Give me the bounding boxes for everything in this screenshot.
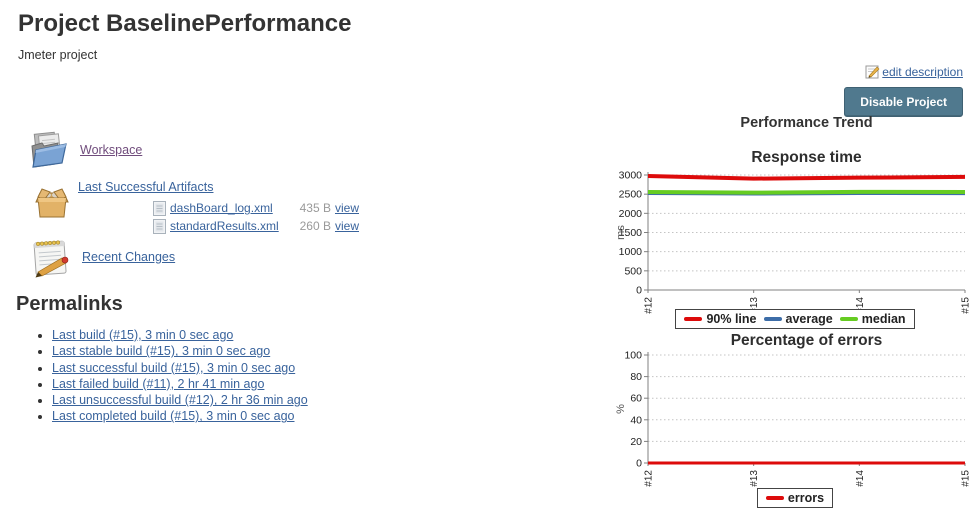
permalink-last-build[interactable]: Last build (#15), 3 min 0 sec ago: [52, 328, 234, 342]
legend-item-median: median: [839, 312, 906, 326]
workspace-folder-icon[interactable]: [28, 130, 72, 170]
recent-changes-notepad-icon[interactable]: [28, 236, 74, 278]
artifacts-block: Last Successful Artifacts dashBoard_log.…: [28, 178, 359, 235]
svg-text:500: 500: [624, 265, 642, 277]
artifact-row: dashBoard_log.xml 435 B view: [153, 199, 359, 217]
response-time-legend: 90% line average median: [615, 309, 975, 329]
file-icon: [153, 218, 166, 234]
legend-label: average: [785, 312, 833, 326]
artifact-file-size: 435 B: [299, 201, 331, 215]
legend-box: 90% line average median: [675, 309, 915, 329]
artifacts-box-icon[interactable]: [30, 185, 74, 219]
permalink-last-failed-build[interactable]: Last failed build (#11), 2 hr 41 min ago: [52, 376, 265, 391]
svg-text:#12: #12: [644, 297, 655, 314]
permalink-last-stable-build[interactable]: Last stable build (#15), 3 min 0 sec ago: [52, 344, 271, 359]
error-percentage-title: Percentage of errors: [730, 332, 883, 349]
svg-text:2500: 2500: [619, 189, 643, 201]
legend-item-90-line: 90% line: [684, 312, 757, 326]
svg-text:ms: ms: [615, 225, 627, 240]
svg-text:0: 0: [636, 285, 642, 297]
artifact-file-link[interactable]: dashBoard_log.xml: [170, 201, 273, 215]
response-time-chart[interactable]: Response time 0 500 1000 1500 2000 2500 3000 #1…: [615, 149, 975, 329]
permalink-last-completed-build[interactable]: Last completed build (#15), 3 min 0 sec …: [52, 409, 295, 424]
error-percentage-chart[interactable]: Percentage of errors 0 20 40 60 80 100 #12 #13 #…: [615, 332, 975, 508]
recent-changes-link[interactable]: Recent Changes: [82, 250, 176, 264]
page-title: Project BaselinePerformance: [18, 10, 352, 37]
edit-pencil-icon[interactable]: [865, 64, 880, 79]
workspace-link[interactable]: Workspace: [80, 143, 143, 157]
legend-dash-icon: [765, 496, 784, 500]
artifact-view-link[interactable]: view: [334, 219, 359, 233]
svg-text:#15: #15: [961, 470, 972, 487]
error-percentage-legend: errors: [615, 488, 975, 508]
permalink-item: Last successful build (#15), 3 min 0 sec…: [52, 360, 308, 376]
edit-description: edit description: [865, 64, 963, 79]
legend-label: 90% line: [706, 312, 757, 326]
permalink-item: Last failed build (#11), 2 hr 41 min ago: [52, 376, 308, 392]
legend-label: median: [861, 312, 906, 326]
svg-text:20: 20: [630, 436, 642, 448]
permalink-item: Last build (#15), 3 min 0 sec ago: [52, 327, 308, 343]
file-icon: [153, 200, 166, 216]
legend-dash-icon: [763, 317, 782, 321]
legend-box: errors: [756, 488, 834, 508]
edit-description-link[interactable]: edit description: [882, 64, 963, 79]
artifact-view-link[interactable]: view: [334, 201, 359, 215]
svg-text:#14: #14: [855, 470, 866, 487]
svg-text:#14: #14: [855, 297, 866, 314]
svg-text:1500: 1500: [619, 227, 643, 239]
response-time-title: Response time: [751, 149, 862, 166]
error-percentage-plot[interactable]: 0 20 40 60 80 100 #12 #13 #14 #15%: [615, 350, 975, 492]
legend-item-errors: errors: [765, 491, 825, 505]
performance-trend-heading: Performance Trend: [740, 115, 873, 131]
last-successful-artifacts-link[interactable]: Last Successful Artifacts: [78, 180, 214, 194]
svg-text:0: 0: [636, 458, 642, 470]
svg-text:%: %: [615, 404, 627, 414]
permalink-item: Last stable build (#15), 3 min 0 sec ago: [52, 343, 308, 359]
svg-text:3000: 3000: [619, 170, 643, 182]
workspace-row: Workspace: [28, 130, 142, 170]
legend-dash-icon: [684, 317, 703, 321]
project-description: Jmeter project: [18, 48, 98, 62]
legend-dash-icon: [839, 317, 858, 321]
svg-text:80: 80: [630, 371, 642, 383]
svg-text:40: 40: [630, 414, 642, 426]
svg-text:2000: 2000: [619, 208, 643, 220]
artifact-file-link[interactable]: standardResults.xml: [170, 219, 279, 233]
svg-text:#13: #13: [749, 297, 760, 314]
legend-label: errors: [787, 491, 825, 505]
permalinks-list: Last build (#15), 3 min 0 sec ago Last s…: [36, 327, 308, 425]
response-time-plot[interactable]: 0 500 1000 1500 2000 2500 3000 #12 #13 #14 #15 ms: [615, 167, 975, 319]
svg-text:60: 60: [630, 393, 642, 405]
recent-changes-row: Recent Changes: [28, 236, 175, 278]
svg-text:100: 100: [624, 350, 642, 362]
permalink-item: Last unsuccessful build (#12), 2 hr 36 m…: [52, 392, 308, 408]
disable-project-button[interactable]: Disable Project: [844, 87, 963, 117]
svg-text:#13: #13: [749, 470, 760, 487]
svg-text:#12: #12: [644, 470, 655, 487]
permalinks-heading: Permalinks: [16, 293, 123, 315]
svg-text:#15: #15: [961, 297, 972, 314]
legend-item-average: average: [763, 312, 833, 326]
svg-text:1000: 1000: [619, 246, 643, 258]
permalink-last-successful-build[interactable]: Last successful build (#15), 3 min 0 sec…: [52, 360, 296, 375]
artifact-row: standardResults.xml 260 B view: [153, 217, 359, 235]
artifact-file-size: 260 B: [299, 219, 331, 233]
permalink-last-unsuccessful-build[interactable]: Last unsuccessful build (#12), 2 hr 36 m…: [52, 393, 308, 408]
permalink-item: Last completed build (#15), 3 min 0 sec …: [52, 408, 308, 424]
